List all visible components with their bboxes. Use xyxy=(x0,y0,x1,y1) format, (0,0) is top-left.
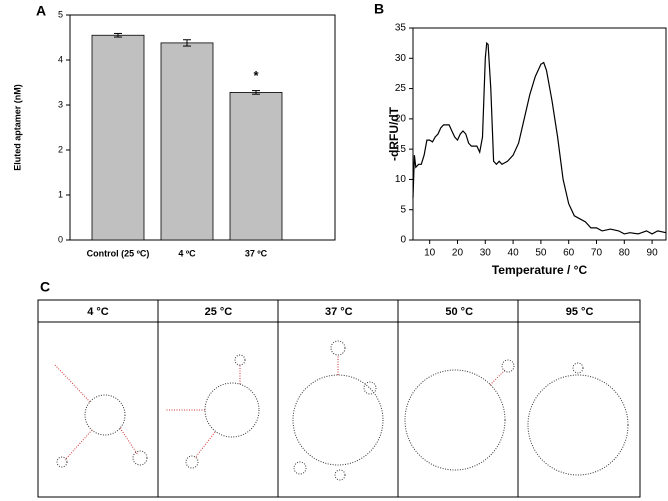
x-tick-label: 70 xyxy=(591,248,603,259)
stem xyxy=(64,429,93,461)
data-line xyxy=(412,41,667,235)
loop xyxy=(185,455,199,469)
column-header: 95 °C xyxy=(566,306,594,318)
x-tick-label: 10 xyxy=(424,248,436,259)
stem xyxy=(489,369,506,386)
loop xyxy=(363,381,377,395)
y-tick-label: 20 xyxy=(395,113,407,124)
column-header: 4 °C xyxy=(87,306,109,318)
x-tick-label: 37 ºC xyxy=(245,248,268,258)
loop xyxy=(56,456,68,468)
x-tick-label: 60 xyxy=(563,248,575,259)
loop xyxy=(501,359,515,373)
stem xyxy=(119,427,139,456)
column-header: 25 °C xyxy=(205,306,233,318)
structures-frame xyxy=(37,299,641,498)
y-tick-label: 5 xyxy=(58,9,63,19)
y-tick-label: 3 xyxy=(58,99,63,109)
loop xyxy=(292,374,384,466)
y-tick-label: 10 xyxy=(395,174,407,185)
y-tick-label: 0 xyxy=(400,235,406,246)
column-header: 37 °C xyxy=(325,306,353,318)
annotation: * xyxy=(253,68,259,83)
y-tick-label: 35 xyxy=(395,23,407,34)
loop xyxy=(234,354,246,366)
loop xyxy=(293,461,307,475)
loop xyxy=(132,450,148,466)
bar xyxy=(229,92,283,241)
bar xyxy=(91,34,145,241)
y-axis-label: Eluted aptamer (nM) xyxy=(12,84,22,171)
plot-frame xyxy=(412,27,667,241)
stem xyxy=(194,431,216,459)
x-tick-label: 30 xyxy=(480,248,492,259)
x-tick-label: 90 xyxy=(647,248,659,259)
y-tick-label: 15 xyxy=(395,144,407,155)
y-tick-label: 5 xyxy=(400,204,406,215)
panel-label: C xyxy=(40,279,50,295)
x-tick-label: Control (25 ºC) xyxy=(87,248,150,258)
loop xyxy=(204,382,260,438)
stem xyxy=(54,364,91,403)
structures-panel xyxy=(37,299,641,498)
x-tick-label: 80 xyxy=(619,248,631,259)
panel-label: B xyxy=(374,1,384,17)
y-tick-label: 30 xyxy=(395,53,407,64)
x-tick-label: 4 ºC xyxy=(178,248,196,258)
y-tick-label: 4 xyxy=(58,54,63,64)
y-tick-label: 1 xyxy=(58,189,63,199)
loop xyxy=(330,340,346,356)
y-tick-label: 2 xyxy=(58,144,63,154)
loop xyxy=(572,362,584,374)
y-tick-label: 25 xyxy=(395,83,407,94)
y-tick-label: 0 xyxy=(58,234,63,244)
bar xyxy=(160,42,214,241)
loop xyxy=(527,374,629,476)
x-tick-label: 20 xyxy=(452,248,464,259)
loop xyxy=(334,469,346,481)
loop xyxy=(404,369,506,471)
y-axis-label: -dRFU/dT xyxy=(387,106,401,161)
column-header: 50 °C xyxy=(445,306,473,318)
x-axis-label: Temperature / °C xyxy=(492,263,588,277)
x-tick-label: 40 xyxy=(508,248,520,259)
loop xyxy=(84,394,126,436)
x-tick-label: 50 xyxy=(535,248,547,259)
panel-label: A xyxy=(36,3,46,19)
